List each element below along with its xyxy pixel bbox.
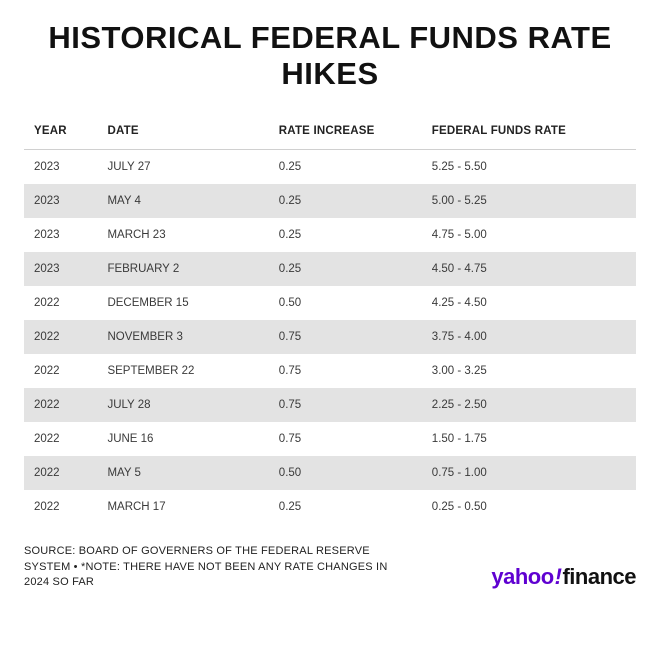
table-cell: 5.00 - 5.25 xyxy=(422,184,636,218)
table-cell: 2022 xyxy=(24,320,97,354)
table-cell: DECEMBER 15 xyxy=(97,286,268,320)
table-cell: 0.75 xyxy=(269,422,422,456)
table-cell: 2.25 - 2.50 xyxy=(422,388,636,422)
col-header-date: DATE xyxy=(97,113,268,150)
table-cell: 3.00 - 3.25 xyxy=(422,354,636,388)
table-cell: 2022 xyxy=(24,354,97,388)
table-cell: 0.25 xyxy=(269,490,422,524)
table-cell: 2022 xyxy=(24,286,97,320)
table-cell: 2022 xyxy=(24,490,97,524)
table-cell: 0.75 xyxy=(269,354,422,388)
table-cell: MARCH 17 xyxy=(97,490,268,524)
table-cell: 4.75 - 5.00 xyxy=(422,218,636,252)
yahoo-finance-logo: yahoo!finance xyxy=(491,564,636,590)
col-header-rate: FEDERAL FUNDS RATE xyxy=(422,113,636,150)
table-row: 2022JUNE 160.751.50 - 1.75 xyxy=(24,422,636,456)
table-row: 2023FEBRUARY 20.254.50 - 4.75 xyxy=(24,252,636,286)
table-row: 2022MAY 50.500.75 - 1.00 xyxy=(24,456,636,490)
table-header-row: YEAR DATE RATE INCREASE FEDERAL FUNDS RA… xyxy=(24,113,636,150)
table-cell: MAY 4 xyxy=(97,184,268,218)
table-cell: 4.25 - 4.50 xyxy=(422,286,636,320)
brand-part1: yahoo xyxy=(491,564,553,589)
table-row: 2022DECEMBER 150.504.25 - 4.50 xyxy=(24,286,636,320)
col-header-increase: RATE INCREASE xyxy=(269,113,422,150)
table-cell: 2022 xyxy=(24,422,97,456)
brand-part2: finance xyxy=(562,564,636,589)
table-cell: MAY 5 xyxy=(97,456,268,490)
table-cell: 0.25 xyxy=(269,150,422,185)
page-title: HISTORICAL FEDERAL FUNDS RATE HIKES xyxy=(24,20,636,91)
table-row: 2023MAY 40.255.00 - 5.25 xyxy=(24,184,636,218)
table-cell: JULY 27 xyxy=(97,150,268,185)
table-cell: 0.25 - 0.50 xyxy=(422,490,636,524)
brand-exclaim: ! xyxy=(555,564,562,589)
source-note: SOURCE: BOARD OF GOVERNERS OF THE FEDERA… xyxy=(24,544,404,590)
table-cell: 1.50 - 1.75 xyxy=(422,422,636,456)
table-cell: FEBRUARY 2 xyxy=(97,252,268,286)
table-cell: 0.75 xyxy=(269,320,422,354)
table-cell: MARCH 23 xyxy=(97,218,268,252)
table-cell: 0.50 xyxy=(269,456,422,490)
footer: SOURCE: BOARD OF GOVERNERS OF THE FEDERA… xyxy=(24,544,636,590)
table-row: 2022JULY 280.752.25 - 2.50 xyxy=(24,388,636,422)
table-row: 2022MARCH 170.250.25 - 0.50 xyxy=(24,490,636,524)
table-cell: 0.25 xyxy=(269,252,422,286)
rate-hikes-table: YEAR DATE RATE INCREASE FEDERAL FUNDS RA… xyxy=(24,113,636,524)
table-cell: 0.75 - 1.00 xyxy=(422,456,636,490)
table-cell: JUNE 16 xyxy=(97,422,268,456)
table-cell: 2023 xyxy=(24,184,97,218)
table-cell: 2023 xyxy=(24,150,97,185)
table-cell: NOVEMBER 3 xyxy=(97,320,268,354)
table-cell: 2023 xyxy=(24,252,97,286)
table-cell: 0.75 xyxy=(269,388,422,422)
col-header-year: YEAR xyxy=(24,113,97,150)
table-row: 2022NOVEMBER 30.753.75 - 4.00 xyxy=(24,320,636,354)
table-row: 2023MARCH 230.254.75 - 5.00 xyxy=(24,218,636,252)
table-cell: 0.50 xyxy=(269,286,422,320)
table-cell: 4.50 - 4.75 xyxy=(422,252,636,286)
table-cell: 2022 xyxy=(24,388,97,422)
table-row: 2022SEPTEMBER 220.753.00 - 3.25 xyxy=(24,354,636,388)
table-cell: 3.75 - 4.00 xyxy=(422,320,636,354)
table-cell: JULY 28 xyxy=(97,388,268,422)
table-cell: 0.25 xyxy=(269,218,422,252)
table-row: 2023JULY 270.255.25 - 5.50 xyxy=(24,150,636,185)
table-cell: 2023 xyxy=(24,218,97,252)
table-cell: 5.25 - 5.50 xyxy=(422,150,636,185)
table-cell: SEPTEMBER 22 xyxy=(97,354,268,388)
table-cell: 2022 xyxy=(24,456,97,490)
table-cell: 0.25 xyxy=(269,184,422,218)
